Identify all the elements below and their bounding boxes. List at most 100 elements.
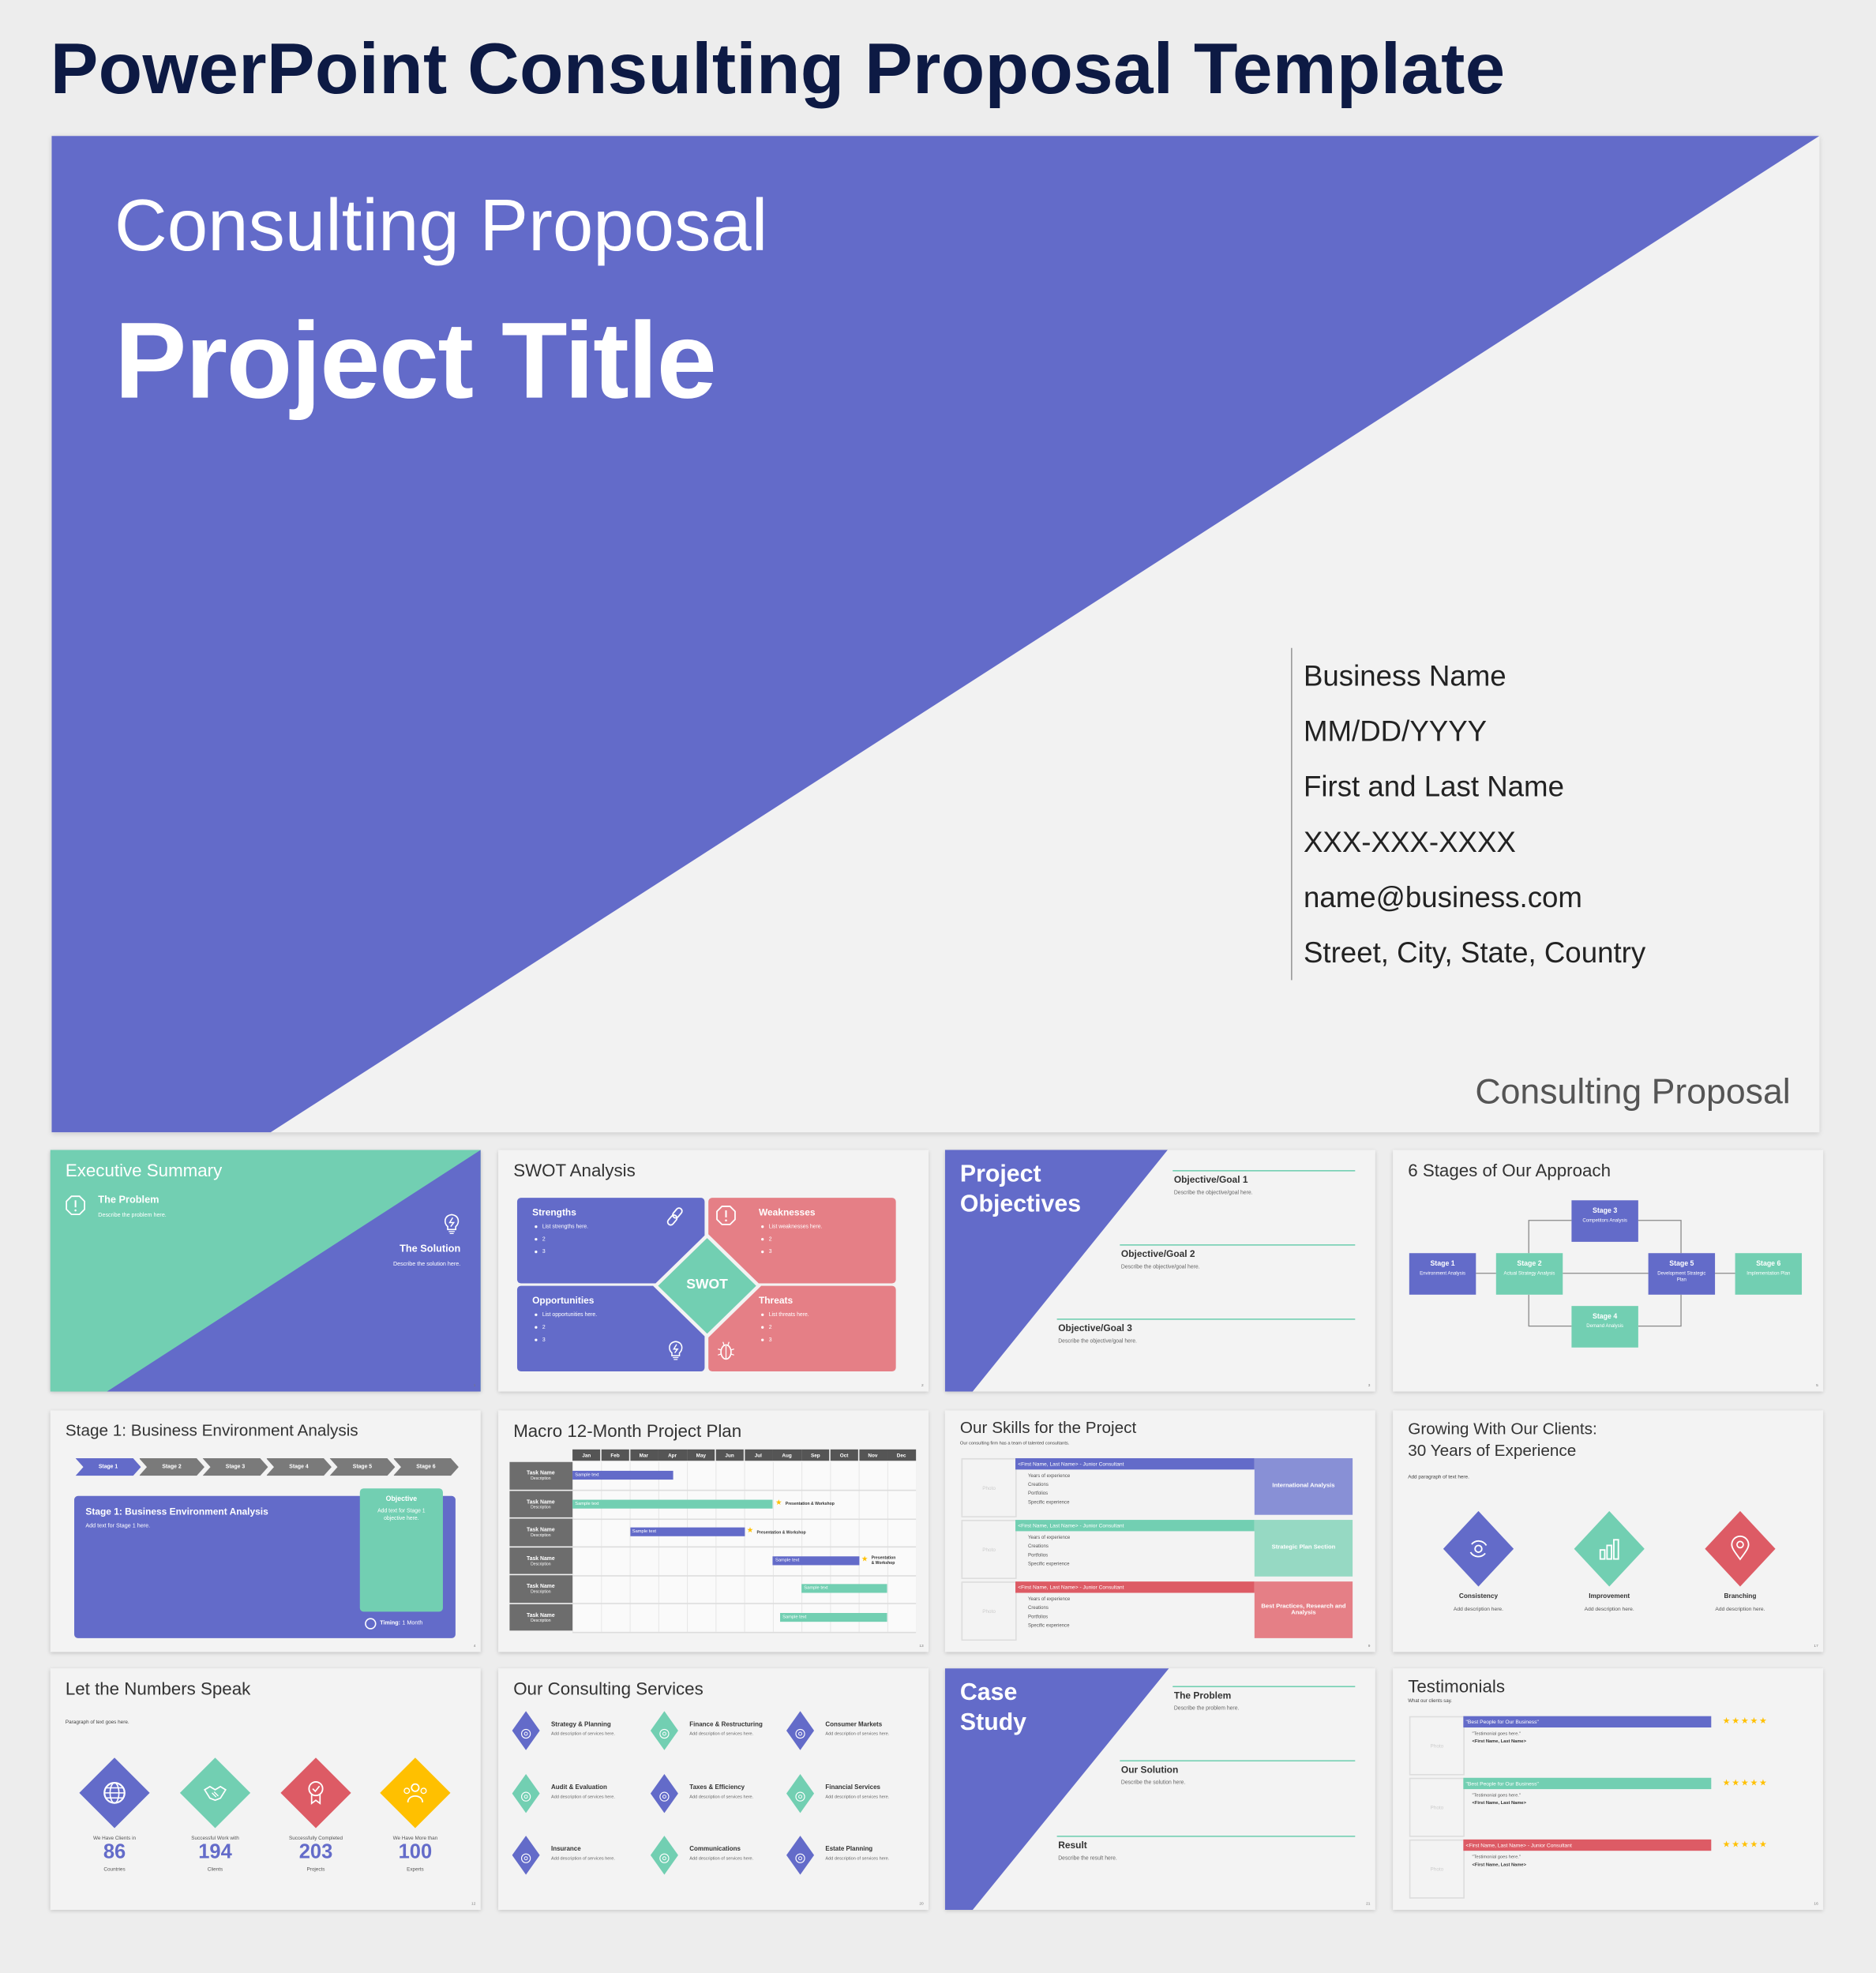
slide-title-line1: Case <box>959 1679 1018 1706</box>
goal-divider <box>1120 1244 1356 1246</box>
section-title: The Problem <box>1173 1690 1232 1701</box>
member-bullet: Years of experience <box>1027 1473 1071 1479</box>
goal-title: Objective/Goal 2 <box>1120 1247 1195 1260</box>
slide-thumbnail-case-study[interactable]: Case Study The Problem Describe the problem… <box>944 1668 1375 1911</box>
slide-thumbnail-testimonials[interactable]: Testimonials What our clients say. Photo "B… <box>1393 1668 1824 1911</box>
bullet-dot <box>761 1251 764 1253</box>
step-chevron[interactable]: Stage 4 <box>266 1457 332 1476</box>
gantt-bar[interactable]: Sample text <box>772 1555 859 1565</box>
stage-box[interactable]: Stage 2 Actual Strategy Analysis <box>1495 1253 1563 1295</box>
slide-thumbnail-6-stages[interactable]: 6 Stages of Our Approach Stage 1 Environme… <box>1393 1150 1824 1392</box>
stage-box[interactable]: Stage 1 Environment Analysis <box>1409 1253 1476 1295</box>
star-rating: ★★★★★ <box>1723 1840 1769 1849</box>
testimonial-quote: "Testimonial goes here." <box>1472 1854 1521 1860</box>
step-label: Stage 4 <box>289 1463 309 1470</box>
step-chevron[interactable]: Stage 3 <box>202 1457 268 1476</box>
quadrant-bullet: 2 <box>768 1235 772 1242</box>
globe-icon <box>102 1780 127 1806</box>
member-name-bar: <First Name, Last Name> - Junior Consult… <box>1015 1581 1255 1593</box>
slide-thumbnail-growing-with-clients[interactable]: Growing With Our Clients: 30 Years of Exp… <box>1393 1410 1824 1652</box>
stage-name: Stage 5 <box>1669 1260 1694 1269</box>
step-label: Stage 6 <box>416 1463 436 1470</box>
step-label: Stage 3 <box>225 1463 246 1470</box>
problem-description: Describe the problem here. <box>98 1211 167 1218</box>
stage-box[interactable]: Stage 5 Development Strategic Plan <box>1648 1253 1716 1295</box>
service-item[interactable]: Audit & Evaluation Add description of ser… <box>512 1773 638 1814</box>
bar-label: Sample text <box>775 1557 800 1562</box>
section-divider <box>1172 1686 1356 1688</box>
quadrant-title: Threats <box>758 1294 794 1307</box>
slide-thumbnail-project-objectives[interactable]: Project Objectives Objective/Goal 1 Describ… <box>944 1150 1375 1392</box>
task-name: Task Name <box>527 1526 555 1533</box>
service-item[interactable]: Estate Planning Add description of servic… <box>786 1836 912 1876</box>
photo-placeholder: Photo <box>1409 1777 1465 1837</box>
cover-slide[interactable]: Consulting Proposal Project Title Compan… <box>51 136 1820 1133</box>
skill-label: Best Practices, Research and Analysis <box>1261 1604 1346 1616</box>
task-label-cell: Task Name Description <box>509 1490 572 1517</box>
slide-diagonal-background <box>944 1150 1375 1392</box>
testimonial-headline-bar: "Best People for Our Business" <box>1463 1716 1712 1728</box>
info-label: Company <box>1653 648 1819 703</box>
member-bullet: Specific experience <box>1027 1499 1070 1505</box>
gantt-bar[interactable]: Sample text <box>779 1612 887 1622</box>
milestone-label: Presentation & Workshop <box>871 1554 896 1565</box>
task-label-cell: Task Name Description <box>509 1604 572 1631</box>
slide-thumbnail-consulting-services[interactable]: Our Consulting Services Strategy & Planni… <box>498 1668 929 1911</box>
testimonial-author: <First Name, Last Name> <box>1472 1800 1526 1806</box>
slide-thumbnail-swot-analysis[interactable]: SWOT Analysis Strengths List strengths her… <box>498 1150 929 1392</box>
slide-thumbnail-macro-project-plan[interactable]: Macro 12-Month Project Plan Jan Feb Mar Apr M… <box>498 1410 929 1652</box>
month-label: Oct <box>839 1452 849 1458</box>
service-item[interactable]: Taxes & Efficiency Add description of ser… <box>650 1773 776 1814</box>
solution-description: Describe the solution here. <box>392 1260 461 1267</box>
slide-thumbnail-stage-1[interactable]: Stage 1: Business Environment Analysis St… <box>50 1410 481 1652</box>
bar-label: Sample text <box>782 1613 807 1619</box>
testimonial-headline: "Best People for Our Business" <box>1465 1718 1539 1725</box>
service-item[interactable]: Insurance Add description of services her… <box>512 1836 638 1876</box>
service-item[interactable]: Strategy & Planning Add description of se… <box>512 1711 638 1751</box>
stage-box[interactable]: Stage 6 Implementation Plan <box>1735 1253 1803 1295</box>
stage-name: Stage 6 <box>1756 1260 1781 1269</box>
bullet-dot <box>761 1225 764 1228</box>
service-item[interactable]: Consumer Markets Add description of servi… <box>786 1711 912 1751</box>
section-divider <box>1056 1836 1356 1837</box>
gantt-bar[interactable]: Sample text <box>572 1499 773 1508</box>
alert-icon <box>716 1204 736 1227</box>
step-chevron[interactable]: Stage 5 <box>329 1457 396 1476</box>
member-name-bar: <First Name, Last Name> - Junior Consult… <box>1015 1457 1255 1470</box>
row-divider <box>572 1489 917 1491</box>
slide-thumbnail-skills[interactable]: Our Skills for the Project Our consulting… <box>944 1410 1375 1652</box>
photo-placeholder: Photo <box>961 1520 1017 1579</box>
slide-thumbnail-numbers[interactable]: Let the Numbers Speak Paragraph of text g… <box>50 1668 481 1911</box>
service-item[interactable]: Financial Services Add description of ser… <box>786 1773 912 1814</box>
member-bullet: Portfolios <box>1027 1491 1049 1496</box>
gantt-bar[interactable]: Sample text <box>572 1470 673 1480</box>
stage-box-title: Stage 1: Business Environment Analysis <box>85 1506 268 1517</box>
stage-box[interactable]: Stage 3 Competitors Analysis <box>1571 1200 1638 1242</box>
step-chevron[interactable]: Stage 6 <box>393 1457 459 1476</box>
gantt-bar[interactable]: Sample text <box>629 1527 745 1536</box>
badge-description: Add description here. <box>1453 1605 1504 1612</box>
month-label: Dec <box>896 1452 906 1458</box>
photo-placeholder: Photo <box>1409 1716 1465 1776</box>
bullet-dot <box>535 1326 537 1329</box>
page-title: PowerPoint Consulting Proposal Template <box>50 28 1506 110</box>
handshake-icon <box>203 1780 228 1806</box>
info-row: DateMM/DD/YYYY <box>932 703 1814 759</box>
service-item[interactable]: Communications Add description of service… <box>650 1836 776 1876</box>
info-label: Address <box>1653 925 1819 980</box>
slide-title-line1: Project <box>959 1161 1041 1188</box>
member-bullet: Years of experience <box>1027 1535 1071 1540</box>
slide-title-line2: Objectives <box>959 1191 1082 1218</box>
service-description: Add description of services here. <box>825 1794 890 1799</box>
step-chevron[interactable]: Stage 2 <box>139 1457 204 1476</box>
stage-box[interactable]: Stage 4 Demand Analysis <box>1571 1306 1638 1348</box>
bar-label: Sample text <box>804 1585 828 1591</box>
gantt-bar[interactable]: Sample text <box>801 1584 887 1593</box>
task-description: Description <box>531 1476 551 1481</box>
slide-number: 16 <box>1814 1900 1818 1907</box>
service-item[interactable]: Finance & Restructuring Add description o… <box>650 1711 776 1751</box>
month-label: Feb <box>610 1452 620 1458</box>
bank-icon <box>658 1724 670 1739</box>
slide-thumbnail-executive-summary[interactable]: Executive Summary The Problem Describe the… <box>50 1150 481 1392</box>
step-chevron[interactable]: Stage 1 <box>75 1457 141 1476</box>
